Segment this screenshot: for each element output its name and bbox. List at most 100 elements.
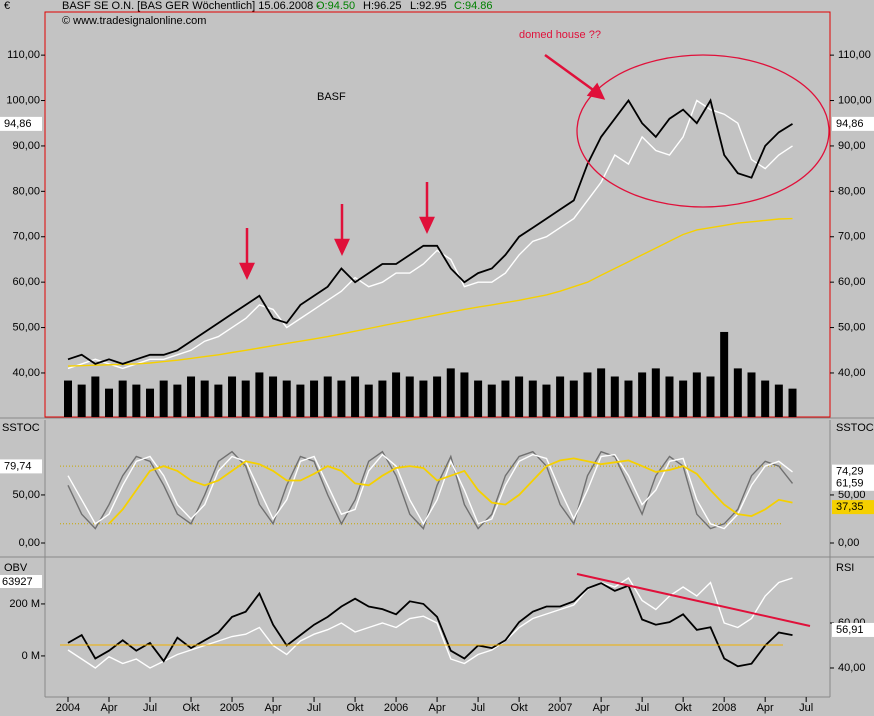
volume-bar <box>200 380 209 417</box>
volume-bar <box>638 372 647 417</box>
header-close: C:94.86 <box>454 0 493 12</box>
value-marker-label: 94,86 <box>4 118 32 130</box>
annotation: domed house ?? <box>519 29 601 41</box>
volume-bar <box>460 372 469 417</box>
volume-bar <box>282 380 291 417</box>
volume-bar <box>583 372 592 417</box>
value-marker <box>832 622 874 637</box>
series-line <box>67 98 793 365</box>
volume-bar <box>173 384 182 417</box>
y-tick-label: 80,00 <box>12 185 40 197</box>
volume-bar <box>241 380 250 417</box>
y-tick-label: 50,00 <box>12 321 40 333</box>
y-tick-label: 200 M <box>9 598 40 610</box>
volume-bar <box>132 384 141 417</box>
y-tick-label: 110,00 <box>7 49 40 61</box>
x-tick-label: Okt <box>182 702 199 714</box>
volume-bar <box>159 380 168 417</box>
x-tick-label: 2008 <box>712 702 736 714</box>
volume-bar <box>474 380 483 417</box>
y-tick-label: 80,00 <box>838 185 866 197</box>
volume-bar <box>146 388 155 417</box>
y-tick-label: 0,00 <box>838 537 859 549</box>
volume-bar <box>405 376 414 417</box>
volume-bar <box>610 376 619 417</box>
axis-label: SSTOC <box>836 422 874 434</box>
x-tick-label: Okt <box>347 702 364 714</box>
series-line <box>67 450 794 530</box>
x-tick-label: 2007 <box>548 702 572 714</box>
x-tick-label: Okt <box>675 702 692 714</box>
y-tick-label: 40,00 <box>12 367 40 379</box>
y-tick-label: 60,00 <box>12 276 40 288</box>
value-marker-label: 61,59 <box>836 478 864 490</box>
value-marker-label: 79,74 <box>4 460 32 472</box>
dome-ellipse <box>576 54 830 208</box>
y-tick-label: 90,00 <box>838 140 866 152</box>
x-tick-label: Okt <box>511 702 528 714</box>
arrowhead <box>419 216 435 234</box>
x-tick-label: Apr <box>264 702 281 714</box>
volume-bar <box>433 376 442 417</box>
x-tick-label: Jul <box>635 702 649 714</box>
value-marker <box>832 464 874 479</box>
value-marker <box>832 116 874 131</box>
axis-label: OBV <box>4 562 28 574</box>
obv-last: 63927 <box>2 576 33 588</box>
volume-bar <box>91 376 100 417</box>
value-marker-label: 37,35 <box>836 501 864 513</box>
arrowhead <box>239 262 255 280</box>
volume-bar <box>392 372 401 417</box>
axis-label: € <box>4 0 10 12</box>
volume-bar <box>624 380 633 417</box>
header-high: H:96.25 <box>363 0 402 12</box>
volume-bar <box>296 384 305 417</box>
value-marker <box>832 476 874 491</box>
header-open: O:94.50 <box>316 0 355 12</box>
volume-bar <box>255 372 264 417</box>
series-line <box>108 457 793 525</box>
plot-layer: 40,00 40,00 50,00 50,00 60,00 60,00 70,00 70,00… <box>0 49 874 714</box>
x-tick-label: Jul <box>307 702 321 714</box>
y-tick-label: 70,00 <box>12 231 40 243</box>
y-tick-label: 40,00 <box>838 367 866 379</box>
volume-bar <box>378 380 387 417</box>
header-symbol: BASF SE O.N. [BAS GER Wöchentlich] 15.06… <box>62 0 320 12</box>
volume-bar <box>788 388 797 417</box>
x-tick-label: Apr <box>100 702 117 714</box>
y-tick-label: 100,00 <box>6 94 40 106</box>
axis-label: SSTOC <box>2 422 40 434</box>
header-low: L:92.95 <box>410 0 447 12</box>
volume-bar <box>761 380 770 417</box>
volume-bar <box>747 372 756 417</box>
y-tick-label: 50,00 <box>838 489 866 501</box>
x-tick-label: Apr <box>593 702 610 714</box>
y-tick-label: 90,00 <box>12 140 40 152</box>
volume-bar <box>528 380 537 417</box>
y-tick-label: 50,00 <box>12 489 40 501</box>
volume-bar <box>515 376 524 417</box>
volume-bar <box>228 376 237 417</box>
volume-bar <box>64 380 72 417</box>
volume-bar <box>214 384 223 417</box>
x-tick-label: Apr <box>429 702 446 714</box>
volume-bar <box>665 376 674 417</box>
x-tick-label: Apr <box>757 702 774 714</box>
volume-bar <box>733 368 742 417</box>
value-marker <box>832 500 874 515</box>
arrows <box>239 53 606 280</box>
volume-bar <box>597 368 606 417</box>
volume-bar <box>692 372 701 417</box>
y-tick-label: 50,00 <box>838 321 866 333</box>
x-tick-label: Jul <box>471 702 485 714</box>
volume-bar <box>542 384 551 417</box>
value-marker <box>0 116 42 131</box>
x-tick-label: 2005 <box>220 702 244 714</box>
volume-bar <box>351 376 360 417</box>
y-tick-label: 100,00 <box>838 94 872 106</box>
obv-box <box>0 575 42 588</box>
y-tick-label: 0 M <box>22 650 40 662</box>
volume-bar <box>269 376 278 417</box>
volume-bar <box>118 380 127 417</box>
